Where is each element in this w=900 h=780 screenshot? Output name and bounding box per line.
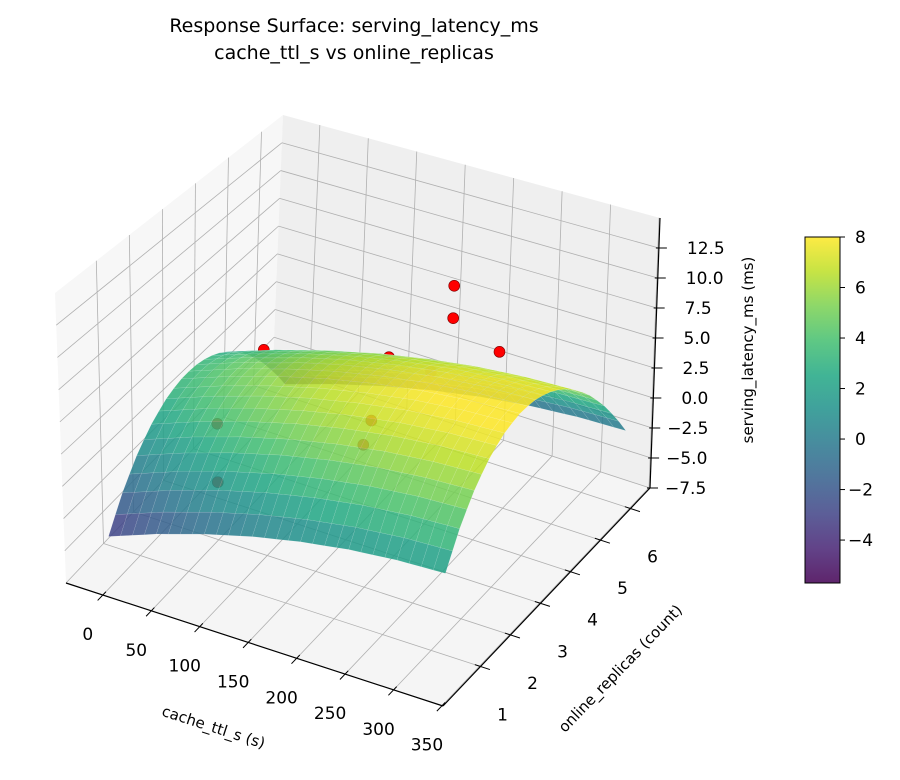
x-tick-label: 350 bbox=[411, 736, 443, 756]
colorbar-tick-label: 4 bbox=[855, 329, 866, 349]
z-tick-label: 2.5 bbox=[682, 359, 709, 379]
colorbar: −4 −2 0 2 4 6 8 bbox=[805, 228, 873, 583]
z-tick-label: 10.0 bbox=[686, 269, 724, 289]
z-tick-label: 7.5 bbox=[685, 299, 712, 319]
x-tick-label: 100 bbox=[169, 657, 201, 677]
z-tick-label: −5.0 bbox=[666, 449, 707, 469]
x-tick-label: 200 bbox=[265, 688, 297, 708]
colorbar-tick-label: 2 bbox=[855, 380, 866, 400]
observation-point bbox=[449, 280, 460, 291]
z-tick-label: 12.5 bbox=[687, 239, 725, 259]
x-tick-label: 300 bbox=[362, 720, 394, 740]
z-tick-label: 5.0 bbox=[684, 329, 711, 349]
x-tick-label: 150 bbox=[217, 672, 249, 692]
chart-title: Response Surface: serving_latency_ms bbox=[169, 15, 538, 37]
colorbar-tick-label: −2 bbox=[848, 481, 873, 501]
x-tick-label: 250 bbox=[314, 704, 346, 724]
x-tick-label: 50 bbox=[125, 641, 147, 661]
y-tick-label: 6 bbox=[647, 548, 658, 568]
colorbar-gradient bbox=[805, 237, 840, 583]
z-axis-label: serving_latency_ms (ms) bbox=[739, 257, 758, 444]
y-tick-label: 5 bbox=[617, 579, 628, 599]
chart-subtitle: cache_ttl_s vs online_replicas bbox=[214, 42, 494, 64]
z-tick-label: −7.5 bbox=[665, 479, 706, 499]
observation-point bbox=[494, 346, 505, 357]
y-axis-label: online_replicas (count) bbox=[555, 601, 687, 737]
y-tick-label: 1 bbox=[497, 706, 508, 726]
x-axis-label: cache_ttl_s (s) bbox=[159, 702, 267, 753]
y-tick-label: 3 bbox=[557, 642, 568, 662]
y-tick-label: 2 bbox=[527, 674, 538, 694]
z-tick-label: −2.5 bbox=[667, 419, 708, 439]
colorbar-tick-label: 8 bbox=[855, 228, 866, 248]
colorbar-tick-label: −4 bbox=[848, 531, 873, 551]
x-tick-label: 0 bbox=[82, 625, 93, 645]
observation-point bbox=[448, 313, 459, 324]
colorbar-tick-label: 0 bbox=[855, 430, 866, 450]
y-tick-label: 4 bbox=[587, 611, 598, 631]
colorbar-tick-label: 6 bbox=[855, 279, 866, 299]
z-tick-label: 0.0 bbox=[681, 389, 708, 409]
